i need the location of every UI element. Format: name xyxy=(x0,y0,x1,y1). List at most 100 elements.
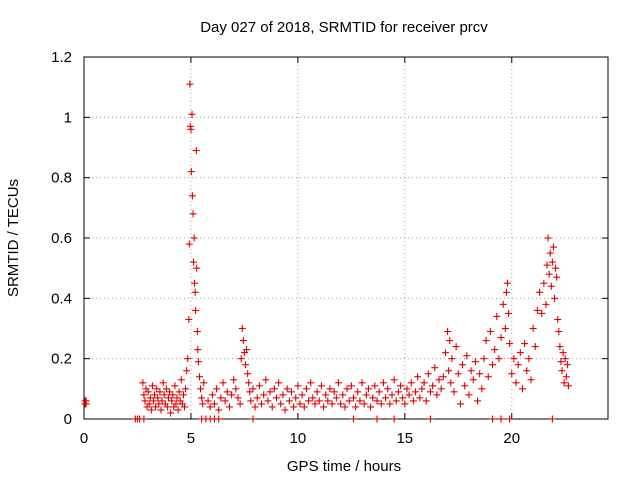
data-point xyxy=(445,367,453,375)
data-point xyxy=(189,210,197,218)
data-point xyxy=(360,400,368,408)
data-point xyxy=(317,382,325,390)
data-point xyxy=(540,279,548,287)
data-point xyxy=(193,264,201,272)
data-point xyxy=(186,80,194,88)
data-point xyxy=(563,361,571,369)
data-point xyxy=(174,406,182,414)
data-point xyxy=(476,370,484,378)
data-point xyxy=(272,394,280,402)
data-point xyxy=(452,343,460,351)
data-point xyxy=(431,364,439,372)
data-point xyxy=(435,376,443,384)
data-point xyxy=(182,385,190,393)
data-point xyxy=(465,391,473,399)
data-point xyxy=(546,249,554,257)
data-point xyxy=(489,361,497,369)
data-point xyxy=(234,394,242,402)
x-tick-label: 15 xyxy=(396,430,413,447)
data-point xyxy=(459,361,467,369)
data-point xyxy=(551,294,559,302)
data-point xyxy=(179,391,187,399)
data-point xyxy=(305,397,313,405)
data-point xyxy=(495,355,503,363)
data-point xyxy=(177,376,185,384)
data-point xyxy=(300,403,308,411)
data-point xyxy=(153,385,161,393)
data-point xyxy=(141,397,149,405)
y-tick-label: 0.2 xyxy=(51,351,72,368)
data-point xyxy=(444,328,452,336)
data-point xyxy=(506,415,514,423)
data-point xyxy=(397,382,405,390)
data-point xyxy=(426,388,434,396)
data-point xyxy=(433,391,441,399)
data-point xyxy=(529,325,537,332)
data-point xyxy=(208,391,216,399)
data-point xyxy=(501,325,509,332)
data-point xyxy=(181,403,189,411)
data-point xyxy=(531,343,539,351)
x-axis-label: GPS time / hours xyxy=(287,458,401,475)
data-point xyxy=(172,400,180,408)
y-axis-label: SRMTID / TECUs xyxy=(5,179,22,297)
data-point xyxy=(213,385,221,393)
data-point xyxy=(311,400,319,408)
data-point xyxy=(266,388,274,396)
data-point xyxy=(521,340,529,348)
data-point xyxy=(414,373,422,381)
data-point xyxy=(394,388,402,396)
data-point xyxy=(298,391,306,399)
data-points xyxy=(81,80,572,423)
y-tick-label: 1.2 xyxy=(51,49,72,66)
data-point xyxy=(159,379,167,387)
data-point xyxy=(296,400,304,408)
data-point xyxy=(439,373,447,381)
data-point xyxy=(302,385,310,393)
data-point xyxy=(364,385,372,393)
data-point xyxy=(536,288,544,296)
data-point xyxy=(349,415,357,423)
data-point xyxy=(371,382,379,390)
data-point xyxy=(399,394,407,402)
data-point xyxy=(156,388,164,396)
data-point xyxy=(382,394,390,402)
data-point xyxy=(345,397,353,405)
data-point xyxy=(190,234,198,242)
data-point xyxy=(238,325,246,332)
data-point xyxy=(373,415,381,423)
data-point xyxy=(401,400,409,408)
data-point xyxy=(183,367,191,375)
data-point xyxy=(145,400,153,408)
data-point xyxy=(335,379,343,387)
data-point xyxy=(217,394,225,402)
data-point xyxy=(194,358,202,366)
data-point xyxy=(187,168,195,176)
data-point xyxy=(283,385,291,393)
data-point xyxy=(390,376,398,384)
data-point xyxy=(552,264,560,272)
data-point xyxy=(223,388,231,396)
data-point xyxy=(150,397,158,405)
data-point xyxy=(204,397,212,405)
data-point xyxy=(247,397,255,405)
data-point xyxy=(249,415,257,423)
data-point xyxy=(157,406,165,414)
data-point xyxy=(373,397,381,405)
data-point xyxy=(244,370,252,378)
data-point xyxy=(191,279,199,287)
data-point xyxy=(167,409,175,417)
data-point xyxy=(561,355,569,363)
y-tick-label: 0 xyxy=(64,411,72,428)
data-point xyxy=(499,300,507,308)
data-point xyxy=(478,385,486,393)
data-point xyxy=(251,403,259,411)
data-point xyxy=(469,376,477,384)
data-point xyxy=(166,388,174,396)
data-point xyxy=(195,373,203,381)
data-point xyxy=(388,391,396,399)
data-point xyxy=(525,355,533,363)
data-point xyxy=(418,385,426,393)
data-point xyxy=(215,406,223,414)
data-point xyxy=(538,309,546,317)
